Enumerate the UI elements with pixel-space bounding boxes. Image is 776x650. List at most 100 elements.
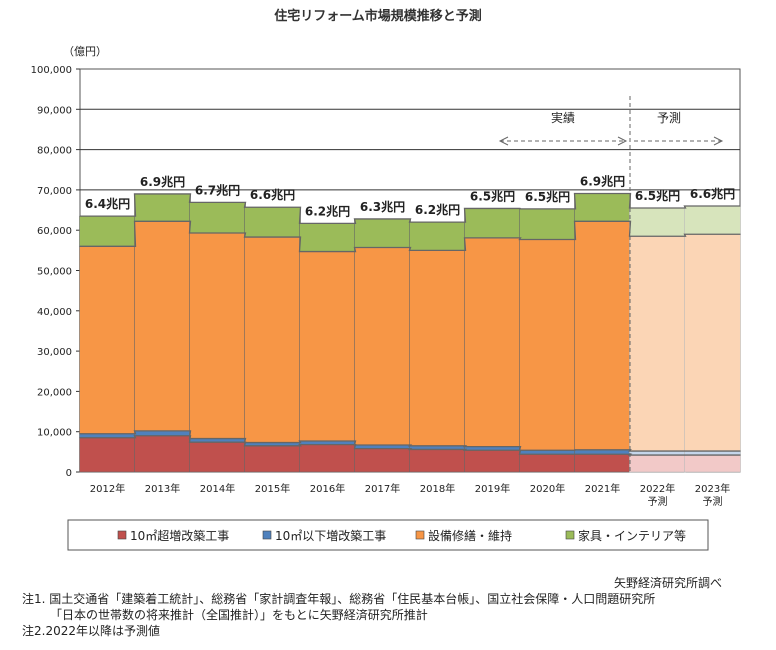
total-label: 6.2兆円 bbox=[415, 202, 460, 217]
bar-segment-1 bbox=[299, 444, 356, 473]
bar-segment-4 bbox=[574, 193, 631, 222]
x-tick-label: 2015年 bbox=[255, 482, 290, 495]
actual-arrow-right-head bbox=[617, 136, 628, 146]
bar-segment-4 bbox=[244, 206, 301, 238]
total-label: 6.6兆円 bbox=[690, 186, 735, 201]
bar-segment-1 bbox=[629, 454, 686, 473]
bar-segment-2 bbox=[134, 430, 191, 437]
bar-segment-1 bbox=[244, 445, 301, 473]
y-tick-label: 10,000 bbox=[37, 428, 72, 439]
y-axis-unit-label: （億円） bbox=[63, 45, 107, 58]
total-label: 6.9兆円 bbox=[140, 174, 185, 189]
bar-series bbox=[79, 193, 741, 473]
bar-segment-4 bbox=[79, 215, 136, 247]
y-tick-label: 80,000 bbox=[37, 146, 72, 157]
bar-segment-4 bbox=[354, 218, 411, 248]
total-label: 6.4兆円 bbox=[85, 196, 130, 211]
bar-segment-4 bbox=[629, 207, 686, 237]
bar-segment-1 bbox=[134, 435, 191, 473]
legend-label: 家具・インテリア等 bbox=[578, 528, 686, 543]
chart-title: 住宅リフォーム市場規模推移と予測 bbox=[274, 8, 482, 24]
y-tick-label: 70,000 bbox=[37, 186, 72, 197]
x-tick-label: 2013年 bbox=[145, 482, 180, 495]
bar-segment-1 bbox=[519, 453, 576, 473]
x-tick-label: 2018年 bbox=[420, 482, 455, 495]
bar-segment-4 bbox=[189, 202, 246, 234]
bar-segment-3 bbox=[464, 237, 521, 447]
x-tick-label: 2012年 bbox=[90, 482, 125, 495]
bar-segment-3 bbox=[189, 232, 246, 439]
total-label: 6.7兆円 bbox=[195, 182, 240, 197]
bar-segment-1 bbox=[189, 441, 246, 473]
bar-segment-3 bbox=[79, 246, 136, 435]
y-axis-ticks: 0 10,000 20,000 30,000 40,000 50,000 60,000 70,… bbox=[31, 65, 80, 479]
bar-segment-1 bbox=[79, 437, 136, 473]
bar-segment-4 bbox=[684, 205, 741, 235]
x-tick-label: 2017年 bbox=[365, 482, 400, 495]
bar-segment-3 bbox=[684, 233, 741, 452]
bar-segment-1 bbox=[464, 449, 521, 473]
x-tick-label: 2016年 bbox=[310, 482, 345, 495]
bar-segment-1 bbox=[409, 449, 466, 473]
actual-period-label: 実績 bbox=[551, 110, 575, 125]
bar-segment-3 bbox=[409, 250, 466, 447]
source-text: 矢野経済研究所調べ bbox=[613, 576, 722, 590]
legend-label: 設備修繕・維持 bbox=[428, 528, 512, 543]
note-2: 注2.2022年以降は予測値 bbox=[22, 624, 160, 638]
chart-canvas: 住宅リフォーム市場規模推移と予測 （億円） 0 10,000 20,000 30,00… bbox=[31, 8, 741, 551]
bar-segment-3 bbox=[244, 236, 301, 443]
total-label: 6.2兆円 bbox=[305, 203, 350, 218]
bar-segment-4 bbox=[519, 208, 576, 240]
legend-box bbox=[67, 519, 709, 551]
y-tick-label: 90,000 bbox=[37, 105, 72, 116]
total-label: 6.9兆円 bbox=[580, 174, 625, 189]
legend-swatch bbox=[565, 530, 575, 540]
x-tick-label: 2023年予測 bbox=[695, 482, 730, 508]
actual-arrow-left-head bbox=[498, 136, 509, 146]
total-label: 6.5兆円 bbox=[525, 189, 570, 204]
bar-segment-3 bbox=[574, 221, 631, 451]
x-tick-label: 2020年 bbox=[530, 482, 565, 495]
x-axis-labels: 2012年 2013年 2014年 2015年 2016年 2017年 2018年 2019年… bbox=[90, 482, 730, 508]
y-tick-label: 50,000 bbox=[37, 267, 72, 278]
bar-segment-1 bbox=[354, 448, 411, 473]
bar-segment-1 bbox=[684, 454, 741, 473]
y-tick-label: 100,000 bbox=[31, 65, 72, 76]
y-tick-label: 30,000 bbox=[37, 347, 72, 358]
legend-swatch bbox=[262, 530, 272, 540]
bar-segment-4 bbox=[299, 223, 356, 252]
total-labels: 6.4兆円 6.9兆円 6.7兆円 6.6兆円 6.2兆円 6.3兆円 6.2兆円 6.5兆円… bbox=[85, 174, 735, 219]
notes-block: 矢野経済研究所調べ 注1. 国土交通省「建築着工統計」、総務省「家計調査年報」、… bbox=[22, 575, 762, 639]
bar-segment-2 bbox=[574, 449, 631, 455]
y-tick-label: 0 bbox=[66, 468, 72, 479]
bar-segment-3 bbox=[519, 239, 576, 451]
x-tick-label: 2014年 bbox=[200, 482, 235, 495]
legend-swatch bbox=[117, 530, 127, 540]
bar-segment-4 bbox=[409, 221, 466, 251]
bar-segment-3 bbox=[299, 251, 356, 442]
y-tick-label: 60,000 bbox=[37, 226, 72, 237]
trend-line-2 bbox=[79, 430, 741, 452]
total-label: 6.6兆円 bbox=[250, 187, 295, 202]
bar-segment-1 bbox=[574, 453, 631, 473]
legend-label: 10㎡以下増改築工事 bbox=[275, 528, 386, 543]
forecast-arrow-head bbox=[713, 136, 724, 146]
x-tick-label: 2021年 bbox=[585, 482, 620, 495]
period-annotations: 実績 予測 bbox=[498, 96, 724, 472]
total-label: 6.3兆円 bbox=[360, 199, 405, 214]
y-tick-label: 20,000 bbox=[37, 387, 72, 398]
note-1-line-1: 注1. 国土交通省「建築着工統計」、総務省「家計調査年報」、総務省「住民基本台帳… bbox=[22, 592, 656, 606]
legend-swatch bbox=[415, 530, 425, 540]
forecast-period-label: 予測 bbox=[657, 111, 681, 125]
legend-label: 10㎡超増改築工事 bbox=[130, 528, 229, 543]
total-label: 6.5兆円 bbox=[470, 188, 515, 203]
x-tick-label: 2019年 bbox=[475, 482, 510, 495]
bar-segment-3 bbox=[354, 247, 411, 446]
note-1-line-2: 「日本の世帯数の将来推計（全国推計）」をもとに矢野経済研究所推計 bbox=[50, 608, 428, 622]
bar-segment-4 bbox=[134, 193, 191, 222]
legend: 10㎡超増改築工事 10㎡以下増改築工事 設備修繕・維持 家具・インテリア等 bbox=[67, 519, 709, 551]
x-tick-label: 2022年予測 bbox=[640, 482, 675, 508]
total-label: 6.5兆円 bbox=[635, 188, 680, 203]
bar-segment-4 bbox=[464, 208, 521, 239]
bar-segment-3 bbox=[134, 221, 191, 432]
